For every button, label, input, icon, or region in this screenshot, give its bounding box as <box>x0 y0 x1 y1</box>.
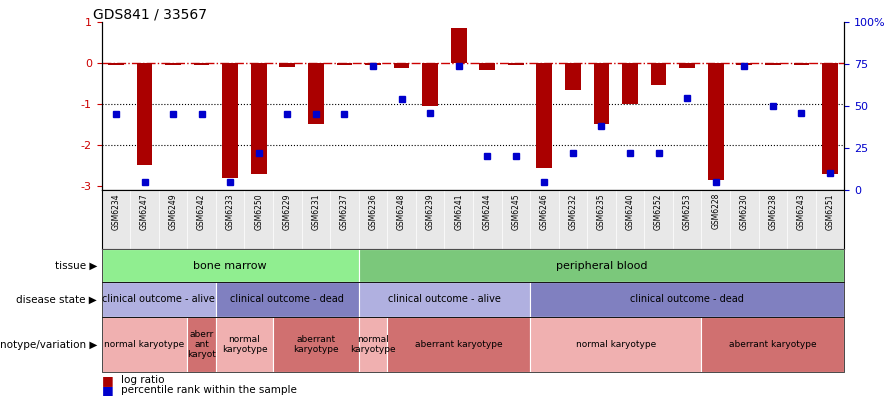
Text: GSM6246: GSM6246 <box>540 193 549 230</box>
Bar <box>822 63 838 174</box>
Bar <box>393 63 409 68</box>
Text: GSM6247: GSM6247 <box>140 193 149 230</box>
Bar <box>223 63 238 178</box>
Text: GSM6243: GSM6243 <box>796 193 806 230</box>
Bar <box>194 63 210 65</box>
Text: GSM6235: GSM6235 <box>597 193 606 230</box>
Text: aberr
ant
karyot: aberr ant karyot <box>187 329 216 360</box>
Bar <box>423 63 438 106</box>
Text: GSM6244: GSM6244 <box>483 193 492 230</box>
Text: GDS841 / 33567: GDS841 / 33567 <box>93 8 207 22</box>
Text: normal
karyotype: normal karyotype <box>222 335 267 354</box>
Bar <box>622 63 638 104</box>
Text: GSM6251: GSM6251 <box>826 193 834 230</box>
Text: clinical outcome - alive: clinical outcome - alive <box>388 294 501 305</box>
Bar <box>279 63 295 67</box>
Bar <box>537 63 552 168</box>
Bar <box>594 63 609 124</box>
Bar <box>251 63 267 174</box>
Text: GSM6231: GSM6231 <box>311 193 320 230</box>
Text: GSM6248: GSM6248 <box>397 193 406 230</box>
Text: normal karyotype: normal karyotype <box>104 340 185 349</box>
Text: ■: ■ <box>102 384 113 396</box>
Text: GSM6233: GSM6233 <box>225 193 234 230</box>
Text: disease state ▶: disease state ▶ <box>17 294 97 305</box>
Bar <box>736 63 752 65</box>
Text: GSM6236: GSM6236 <box>369 193 377 230</box>
Bar <box>308 63 324 124</box>
Text: GSM6245: GSM6245 <box>511 193 521 230</box>
Text: clinical outcome - alive: clinical outcome - alive <box>103 294 215 305</box>
Text: GSM6240: GSM6240 <box>626 193 635 230</box>
Text: GSM6253: GSM6253 <box>682 193 691 230</box>
Text: clinical outcome - dead: clinical outcome - dead <box>231 294 344 305</box>
Bar <box>451 28 467 63</box>
Text: genotype/variation ▶: genotype/variation ▶ <box>0 339 97 350</box>
Text: normal
karyotype: normal karyotype <box>350 335 396 354</box>
Text: aberrant karyotype: aberrant karyotype <box>729 340 817 349</box>
Text: ■: ■ <box>102 374 113 386</box>
Bar <box>708 63 724 180</box>
Text: GSM6228: GSM6228 <box>712 193 720 229</box>
Bar <box>794 63 809 65</box>
Bar <box>365 63 381 65</box>
Bar <box>165 63 181 65</box>
Text: GSM6241: GSM6241 <box>454 193 463 230</box>
Text: clinical outcome - dead: clinical outcome - dead <box>630 294 744 305</box>
Text: tissue ▶: tissue ▶ <box>55 261 97 271</box>
Bar <box>108 63 124 65</box>
Text: GSM6237: GSM6237 <box>340 193 349 230</box>
Text: GSM6249: GSM6249 <box>169 193 178 230</box>
Text: percentile rank within the sample: percentile rank within the sample <box>121 385 297 395</box>
Text: peripheral blood: peripheral blood <box>556 261 647 271</box>
Bar <box>651 63 667 86</box>
Text: bone marrow: bone marrow <box>194 261 267 271</box>
Bar <box>565 63 581 89</box>
Text: GSM6238: GSM6238 <box>768 193 777 230</box>
Bar <box>508 63 523 65</box>
Bar <box>479 63 495 70</box>
Text: GSM6232: GSM6232 <box>568 193 577 230</box>
Text: aberrant karyotype: aberrant karyotype <box>415 340 502 349</box>
Text: GSM6230: GSM6230 <box>740 193 749 230</box>
Bar <box>765 63 781 65</box>
Text: GSM6250: GSM6250 <box>255 193 263 230</box>
Bar <box>137 63 152 166</box>
Text: aberrant
karyotype: aberrant karyotype <box>293 335 339 354</box>
Bar <box>679 63 695 68</box>
Text: log ratio: log ratio <box>121 375 164 385</box>
Text: GSM6234: GSM6234 <box>111 193 120 230</box>
Bar <box>337 63 352 65</box>
Text: GSM6229: GSM6229 <box>283 193 292 230</box>
Text: GSM6252: GSM6252 <box>654 193 663 230</box>
Text: normal karyotype: normal karyotype <box>575 340 656 349</box>
Text: GSM6242: GSM6242 <box>197 193 206 230</box>
Text: GSM6239: GSM6239 <box>425 193 435 230</box>
